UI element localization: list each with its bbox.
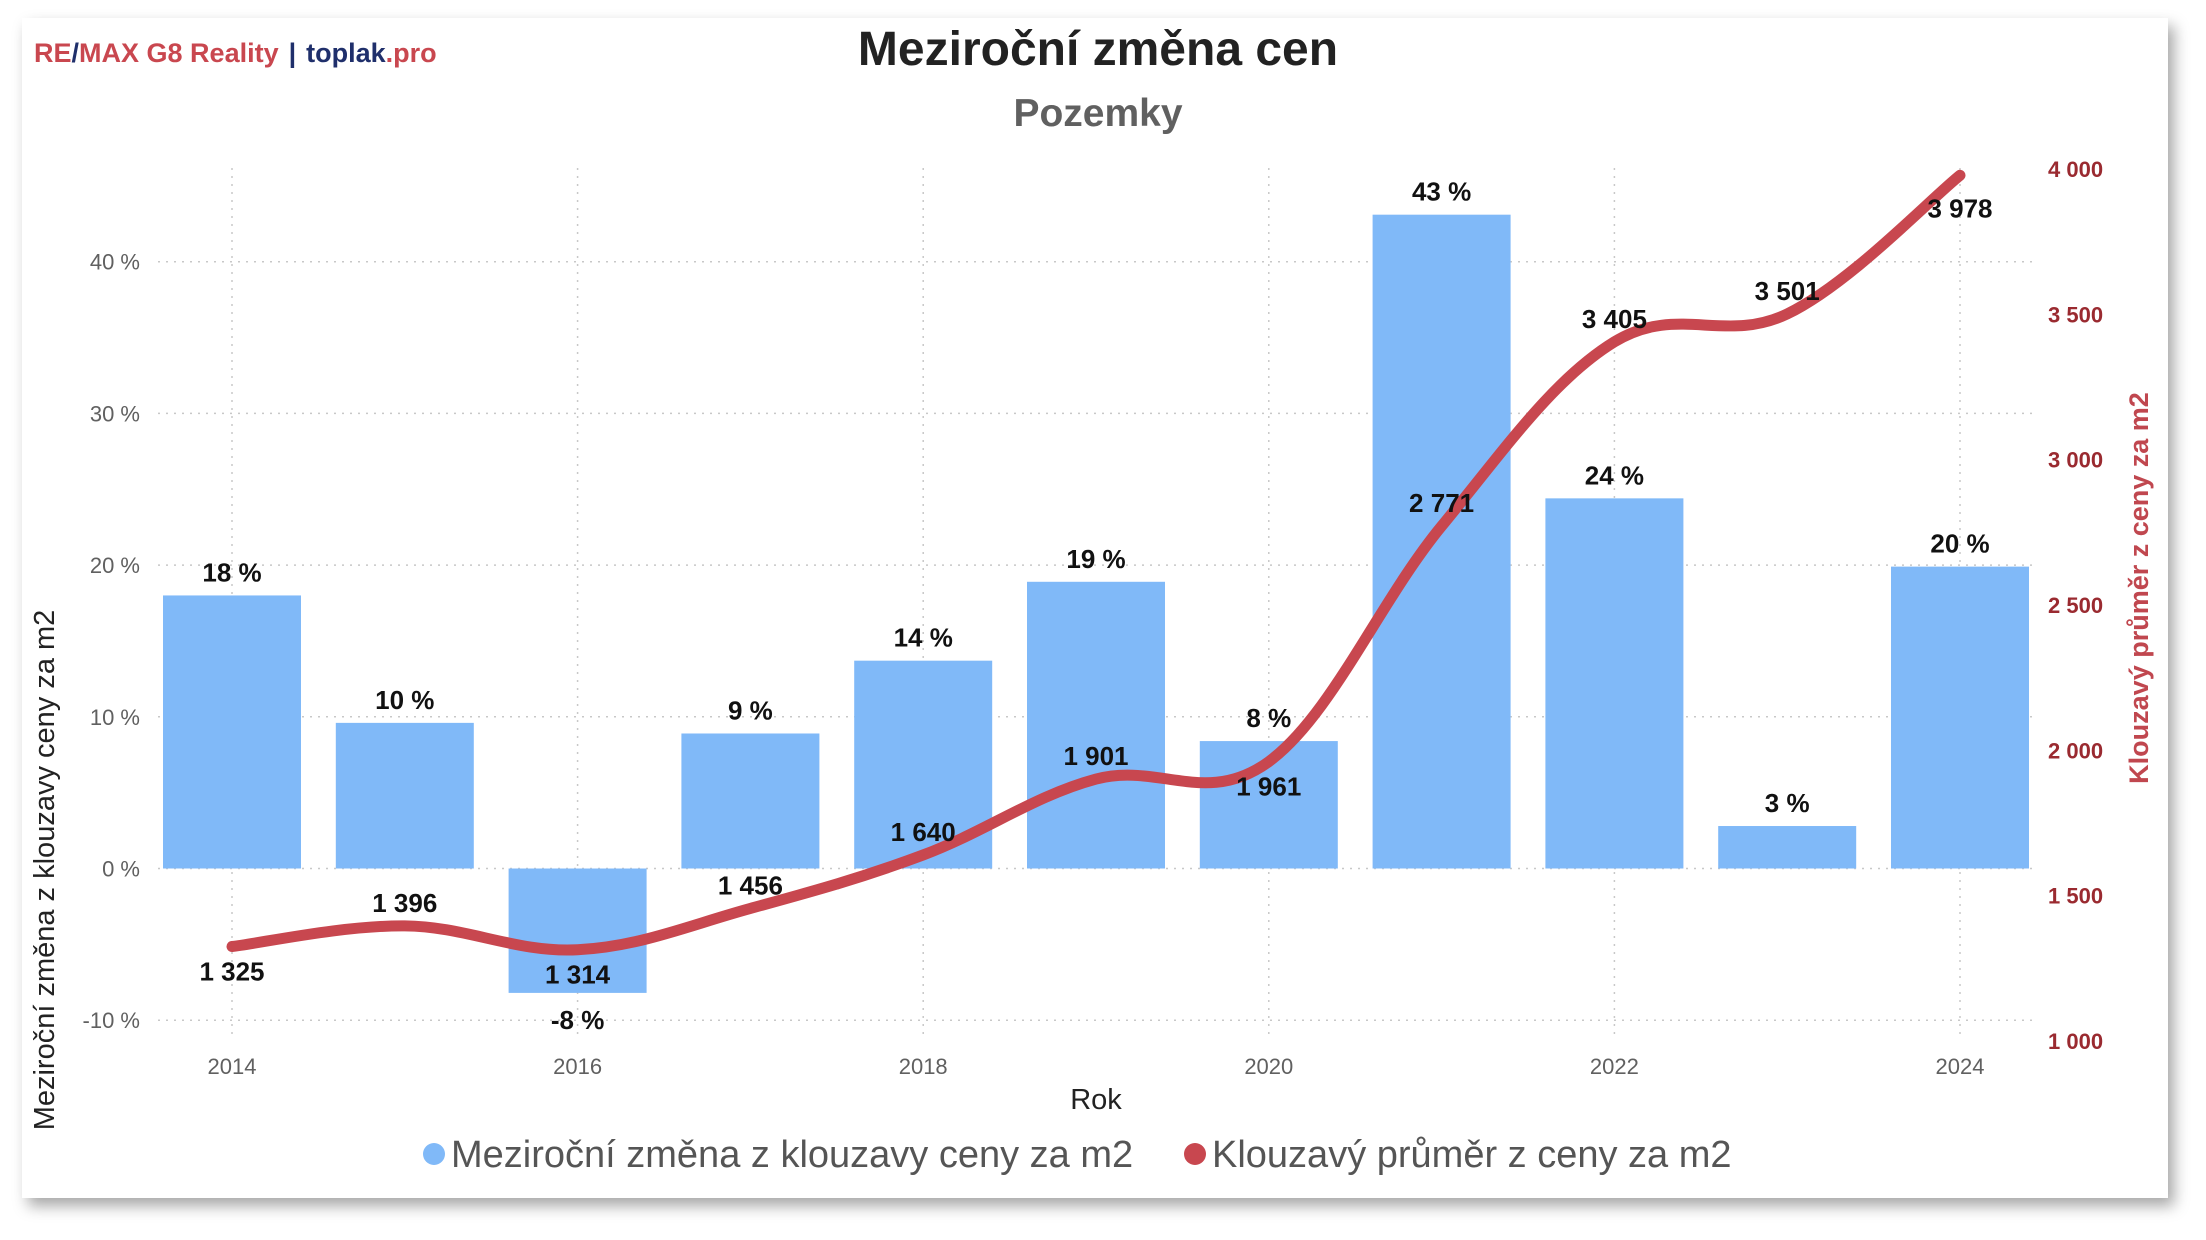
legend-line-marker bbox=[1184, 1143, 1206, 1165]
line-point-2014 bbox=[231, 945, 233, 948]
bar-2015 bbox=[335, 722, 474, 869]
bar-value-label: 14 % bbox=[894, 623, 953, 653]
line-value-label: 1 961 bbox=[1236, 772, 1301, 802]
line-point-2021 bbox=[1440, 525, 1443, 528]
line-value-label: 1 640 bbox=[891, 817, 956, 847]
x-tick-label: 2024 bbox=[1936, 1054, 1985, 1079]
line-series bbox=[226, 169, 1966, 956]
bar-value-label: 24 % bbox=[1585, 460, 1644, 490]
line-value-label: 2 771 bbox=[1409, 488, 1474, 518]
y-tick-label: -10 % bbox=[83, 1008, 140, 1033]
y2-tick-label: 1 000 bbox=[2048, 1029, 2103, 1054]
line-value-label: 1 456 bbox=[718, 870, 783, 900]
y-axis-title: Meziroční změna z klouzavy ceny za m2 bbox=[29, 610, 61, 1131]
y2-axis-title: Klouzavý průměr z ceny za m2 bbox=[2124, 392, 2154, 784]
line-value-label: 1 396 bbox=[372, 888, 437, 918]
line-value-label: 3 405 bbox=[1582, 304, 1647, 334]
y-tick-label: 40 % bbox=[90, 250, 140, 275]
bar-value-label: 43 % bbox=[1412, 177, 1471, 207]
x-tick-label: 2020 bbox=[1244, 1054, 1293, 1079]
bar-value-label: 9 % bbox=[728, 695, 773, 725]
bar-value-label: 19 % bbox=[1066, 544, 1125, 574]
line-point-2023 bbox=[1786, 312, 1789, 315]
line-point-2022 bbox=[1613, 340, 1616, 343]
line-value-label: 1 901 bbox=[1063, 741, 1128, 771]
x-tick-label: 2018 bbox=[899, 1054, 948, 1079]
brand-site-tld: .pro bbox=[385, 38, 437, 68]
bar-2014 bbox=[163, 595, 301, 869]
legend: Meziroční změna z klouzavy ceny za m2 Kl… bbox=[423, 1134, 1732, 1176]
bar-value-label: 3 % bbox=[1765, 788, 1810, 818]
line-path bbox=[226, 169, 1966, 956]
line-point-2020 bbox=[1267, 760, 1270, 763]
legend-line-label: Klouzavý průměr z ceny za m2 bbox=[1212, 1134, 1732, 1176]
y2-tick-label: 2 500 bbox=[2048, 593, 2103, 618]
line-point-2019 bbox=[1095, 778, 1097, 781]
line-point-2016 bbox=[576, 948, 579, 951]
x-tick-label: 2016 bbox=[553, 1054, 602, 1079]
bar-series bbox=[163, 214, 2029, 993]
y-tick-label: 10 % bbox=[90, 705, 140, 730]
legend-bar-marker bbox=[423, 1143, 445, 1165]
x-tick-label: 2022 bbox=[1590, 1054, 1639, 1079]
line-value-label: 3 501 bbox=[1755, 276, 1820, 306]
y-tick-label: 20 % bbox=[90, 553, 140, 578]
line-value-label: 1 325 bbox=[199, 957, 264, 987]
brand-max: MAX G8 Reality bbox=[79, 38, 279, 68]
bar-2016 bbox=[508, 868, 647, 993]
chart-title: Meziroční změna cen bbox=[857, 23, 1339, 76]
legend-bar-label: Meziroční změna z klouzavy ceny za m2 bbox=[451, 1134, 1133, 1176]
bar-2021 bbox=[1372, 214, 1511, 869]
bar-2019 bbox=[1027, 581, 1165, 869]
bar-value-label: 20 % bbox=[1930, 529, 1989, 559]
x-axis-title: Rok bbox=[1070, 1084, 1122, 1116]
line-value-label: 3 978 bbox=[1927, 193, 1992, 223]
bar-value-label: 18 % bbox=[202, 557, 261, 587]
chart-subtitle: Pozemky bbox=[1013, 92, 1183, 135]
brand-re: RE bbox=[34, 38, 72, 68]
brand-site: toplak bbox=[306, 38, 386, 68]
brand-logo: RE/MAX G8 Reality | toplak.pro bbox=[34, 38, 437, 69]
y2-tick-label: 2 000 bbox=[2048, 738, 2103, 763]
y2-tick-label: 1 500 bbox=[2048, 884, 2103, 909]
x-tick-label: 2014 bbox=[208, 1054, 257, 1079]
bar-value-label: 10 % bbox=[375, 685, 434, 715]
bar-2024 bbox=[1891, 566, 2029, 869]
y2-tick-label: 3 500 bbox=[2048, 302, 2103, 327]
bar-value-label: 8 % bbox=[1246, 703, 1291, 733]
y2-tick-label: 4 000 bbox=[2048, 157, 2103, 182]
y2-tick-label: 3 000 bbox=[2048, 448, 2103, 473]
bar-2017 bbox=[681, 733, 820, 869]
line-point-2018 bbox=[922, 853, 925, 856]
axes: -10 % 0 % 10 % 20 % 30 % 40 % 1 000 1 500 2 000 2… bbox=[83, 157, 2104, 1079]
line-point-2017 bbox=[749, 907, 752, 910]
y-tick-label: 30 % bbox=[90, 401, 140, 426]
data-labels: 18 % 10 % -8 % 9 % 14 % 19 % 8 % 43 % 24 % 3 % 20 … bbox=[199, 177, 1992, 1035]
bar-2022 bbox=[1545, 498, 1684, 869]
line-value-label: 1 314 bbox=[545, 960, 611, 990]
brand-separator: | bbox=[288, 38, 297, 68]
bar-2023 bbox=[1718, 826, 1857, 869]
bar-value-label: -8 % bbox=[551, 1005, 604, 1035]
line-point-2015 bbox=[403, 924, 406, 927]
y-tick-label: 0 % bbox=[102, 857, 140, 882]
line-point-2024 bbox=[1959, 174, 1961, 177]
brand-slash: / bbox=[71, 38, 80, 68]
